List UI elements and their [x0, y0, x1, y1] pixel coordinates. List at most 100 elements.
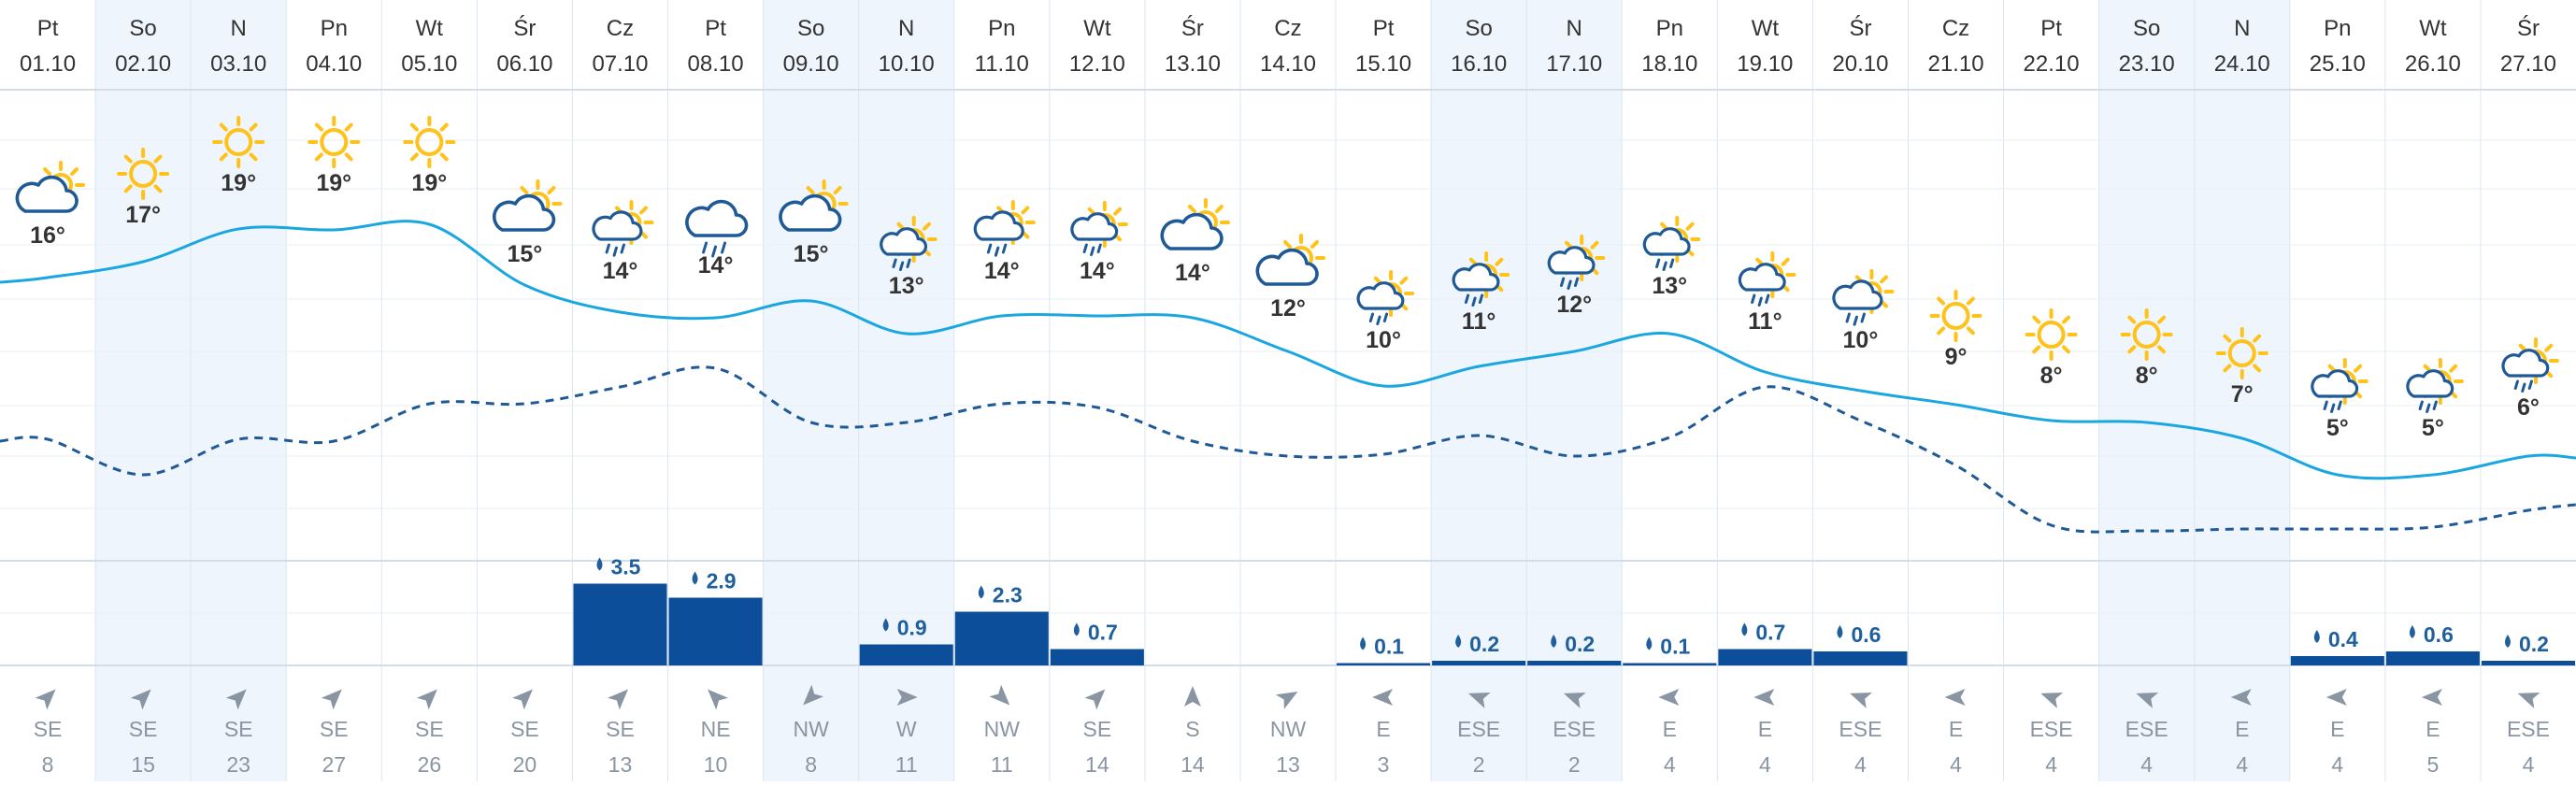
- wind-direction-arrow-icon: [989, 684, 1010, 706]
- partly-cloudy-icon: [492, 179, 563, 232]
- wind-direction-arrow-icon: [896, 689, 918, 706]
- day-date: 19.10: [1737, 51, 1793, 77]
- raindrop-icon: [2313, 630, 2320, 643]
- day-of-week: N: [231, 16, 247, 41]
- precipitation-label: 0.1: [1360, 635, 1404, 659]
- temperature-label: 19°: [221, 170, 256, 196]
- precipitation-label: 0.7: [1073, 621, 1118, 645]
- temperature-label: 14°: [1080, 258, 1115, 284]
- temperature-label: 5°: [2326, 415, 2349, 441]
- day-date: 07.10: [592, 51, 648, 77]
- wind-direction-arrow-icon: [1467, 692, 1491, 708]
- precipitation-label: 0.1: [1646, 635, 1690, 659]
- day-of-week: N: [898, 16, 914, 41]
- precipitation-bar: [954, 611, 1049, 665]
- wind-speed: 14: [1181, 752, 1205, 777]
- sun-icon: [212, 116, 265, 168]
- precipitation-bar: [668, 597, 763, 665]
- precipitation-value: 0.2: [2519, 632, 2549, 656]
- wind-direction-arrow-icon: [416, 689, 437, 710]
- wind-speed: 10: [704, 752, 728, 777]
- wind-direction-arrow-icon: [708, 689, 728, 710]
- wind-direction: ESE: [2507, 717, 2550, 741]
- day-of-week: So: [797, 16, 824, 41]
- day-date: 08.10: [688, 51, 744, 77]
- partly-cloudy-icon: [1160, 198, 1230, 250]
- weekend-column: [2194, 0, 2290, 781]
- precipitation-value: 0.2: [1469, 632, 1499, 656]
- precipitation-bar: [1432, 661, 1526, 665]
- wind-direction-arrow-icon: [1183, 686, 1201, 707]
- wind-direction: E: [1663, 717, 1677, 741]
- sun-icon: [403, 116, 456, 168]
- precipitation-value: 0.9: [897, 616, 927, 640]
- wind-direction: S: [1185, 717, 1199, 741]
- wind-speed: 11: [895, 752, 918, 777]
- partly-cloudy-rain-icon: [592, 200, 654, 257]
- wind-direction: ESE: [2030, 717, 2073, 741]
- wind-direction: ESE: [2125, 717, 2168, 741]
- precipitation-label: 0.2: [1551, 632, 1595, 656]
- precipitation-label: 0.7: [1741, 621, 1785, 645]
- wind-direction-arrow-icon: [511, 689, 533, 710]
- wind-direction: SE: [606, 717, 635, 741]
- sun-icon: [2215, 327, 2268, 379]
- day-of-week: N: [1567, 16, 1582, 41]
- wind-direction: SE: [320, 717, 349, 741]
- wind-speed: 26: [418, 752, 442, 777]
- day-date: 09.10: [783, 51, 839, 77]
- precipitation-value: 0.2: [1565, 632, 1595, 656]
- day-of-week: Pn: [321, 16, 348, 41]
- day-of-week: Cz: [1942, 16, 1969, 41]
- day-temperature-line: [0, 220, 2576, 480]
- precipitation-bar: [1337, 663, 1431, 665]
- temperature-label: 6°: [2517, 394, 2540, 421]
- partly-cloudy-rain-icon: [1832, 269, 1895, 326]
- partly-cloudy-icon: [15, 161, 86, 213]
- weekend-column: [763, 0, 859, 781]
- wind-direction: NW: [984, 717, 1021, 741]
- day-date: 24.10: [2214, 51, 2270, 77]
- precipitation-bar: [1623, 663, 1717, 665]
- day-of-week: Śr: [1181, 15, 1204, 41]
- wind-direction: E: [1376, 717, 1390, 741]
- wind-direction: SE: [129, 717, 158, 741]
- wind-direction: SE: [510, 717, 539, 741]
- precipitation-value: 0.7: [1755, 621, 1785, 645]
- wind-speed: 13: [608, 752, 633, 777]
- precipitation-label: 3.5: [596, 555, 641, 579]
- temperature-label: 5°: [2422, 415, 2444, 441]
- day-of-week: Śr: [1849, 15, 1871, 41]
- wind-direction: SE: [1083, 717, 1112, 741]
- sun-rain-icon: [1642, 216, 1701, 271]
- temperature-label: 10°: [1366, 327, 1401, 353]
- wind-direction-arrow-icon: [130, 689, 151, 710]
- raindrop-icon: [596, 557, 603, 571]
- wind-speed: 11: [991, 752, 1013, 777]
- temperature-label: 11°: [1462, 308, 1496, 335]
- wind-direction: ESE: [1553, 717, 1596, 741]
- wind-direction-arrow-icon: [1563, 692, 1586, 708]
- wind-speed: 20: [513, 752, 537, 777]
- wind-speed: 8: [42, 752, 54, 777]
- day-of-week: Wt: [1752, 16, 1780, 41]
- day-date: 27.10: [2500, 51, 2556, 77]
- wind-direction-arrow-icon: [2517, 692, 2540, 708]
- weekend-column: [1526, 0, 1623, 781]
- sun-rain-icon: [1547, 235, 1606, 290]
- precipitation-bar: [1718, 649, 1812, 665]
- raindrop-icon: [1073, 622, 1080, 636]
- sun-icon: [1929, 290, 1982, 342]
- wind-speed: 4: [1664, 752, 1676, 777]
- precipitation-bar: [1813, 651, 1908, 665]
- sun-icon: [117, 148, 170, 200]
- temperature-label: 12°: [1556, 292, 1592, 318]
- temperature-label: 19°: [411, 170, 447, 196]
- wind-direction: E: [1949, 717, 1963, 741]
- precipitation-label: 0.9: [882, 616, 927, 640]
- day-date: 12.10: [1069, 51, 1125, 77]
- wind-direction-arrow-icon: [1084, 689, 1106, 710]
- sun-rain-icon: [2406, 358, 2464, 413]
- sun-rain-icon: [1356, 270, 1415, 325]
- sun-rain-icon: [2501, 337, 2559, 393]
